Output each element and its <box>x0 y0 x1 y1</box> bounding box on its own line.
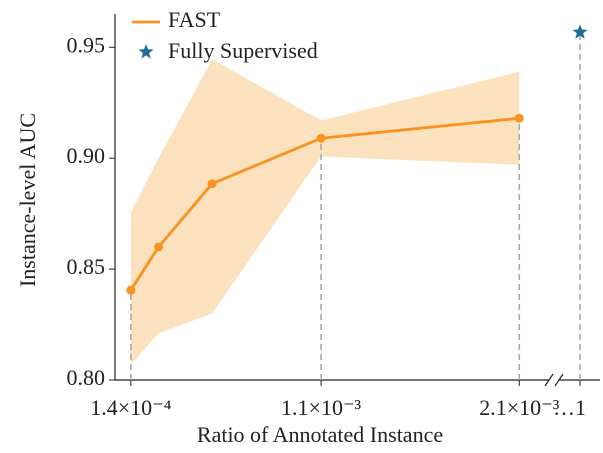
x-axis-label: Ratio of Annotated Instance <box>197 422 443 447</box>
x-tick-label: 1.1×10⁻³ <box>281 395 362 420</box>
y-tick-label: 0.85 <box>67 254 106 279</box>
fast-point <box>316 133 326 143</box>
axis-break <box>554 373 564 387</box>
confidence-band <box>130 59 520 365</box>
x-tick-label: 2.1×10⁻³ <box>479 395 560 420</box>
legend-swatch <box>138 44 154 59</box>
fast-point <box>207 179 217 189</box>
y-axis-label: Instance-level AUC <box>15 113 40 287</box>
axis-break <box>544 373 554 387</box>
x-tick-label: 1.4×10⁻⁴ <box>90 395 172 420</box>
y-tick-label: 0.90 <box>67 143 106 168</box>
legend-label: Fully Supervised <box>168 38 318 63</box>
fully-supervised-point <box>572 24 588 39</box>
legend-label: FAST <box>168 7 221 32</box>
fast-point <box>154 242 164 252</box>
y-tick-label: 0.80 <box>67 365 106 390</box>
x-tick-label: …1 <box>553 395 586 420</box>
fast-point <box>126 285 136 295</box>
fast-point <box>514 113 524 123</box>
y-tick-label: 0.95 <box>67 32 106 57</box>
